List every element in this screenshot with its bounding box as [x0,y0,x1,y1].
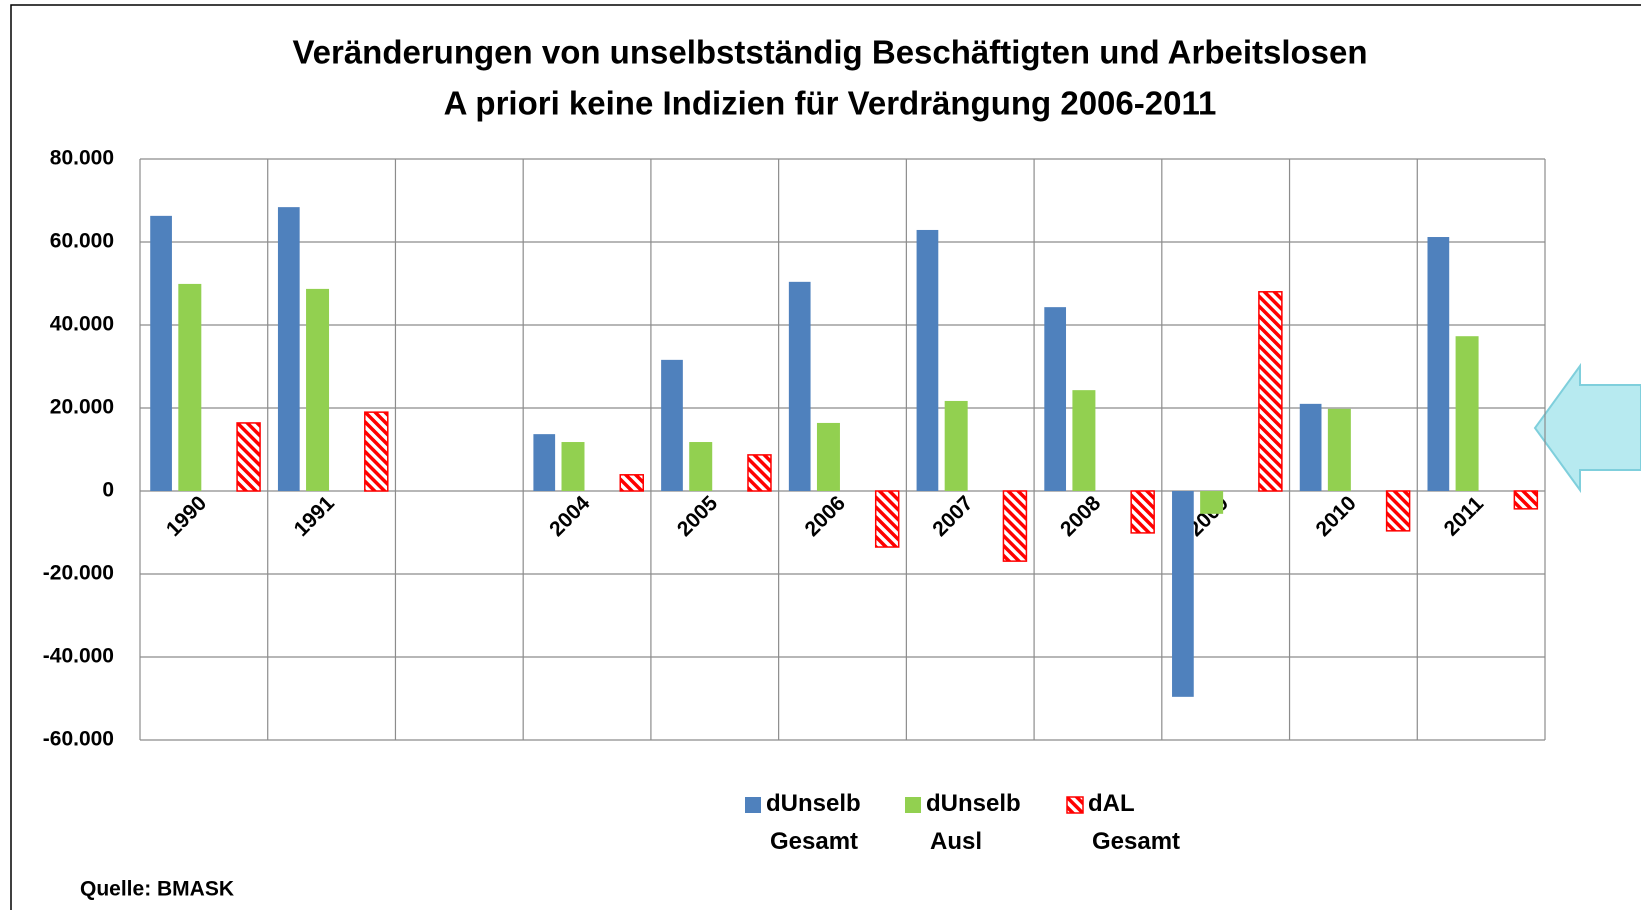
bar [1385,490,1411,532]
bar [747,454,772,492]
bar [689,442,713,491]
bar [661,359,683,491]
chart-subtitle: A priori keine Indizien für Verdrängung … [444,85,1217,122]
bar [619,474,644,492]
bar [788,281,811,491]
bar [1299,403,1322,491]
legend-label: dUnselb Ausl [926,790,1021,855]
bar [277,207,300,491]
bar [533,434,556,491]
bar [916,229,939,491]
y-tick-label: -40.000 [43,645,114,668]
legend-label: dUnselb Gesamt [766,790,861,855]
y-tick-label: -60.000 [43,728,114,751]
bar [1258,291,1283,492]
legend-swatch [745,797,761,813]
chart-title: Veränderungen von unselbstständig Beschä… [292,34,1367,71]
bar [1044,307,1067,491]
bar [1172,491,1194,697]
bar [178,283,202,491]
y-tick-label: 60.000 [50,230,114,253]
bar [944,400,968,491]
legend-swatch [1066,796,1084,814]
bar [236,422,261,492]
bar [1513,490,1539,510]
bar [1427,237,1450,491]
bar [1130,490,1155,534]
y-tick-label: 0 [102,479,114,502]
legend-label: dAL Gesamt [1088,790,1180,855]
bar [561,442,585,491]
source: Quelle: BMASK [80,878,234,901]
bar [1455,336,1479,491]
bar [874,490,900,548]
y-tick-label: -20.000 [43,562,114,585]
bar [1200,491,1224,514]
y-tick-label: 20.000 [50,396,114,419]
bar [364,411,389,492]
bar [306,288,330,491]
bar [816,422,840,491]
y-tick-label: 80.000 [50,147,114,170]
bar [1002,490,1028,562]
y-tick-label: 40.000 [50,313,114,336]
bar [1327,408,1351,491]
legend-swatch [905,797,921,813]
arrow-decoration [1533,362,1641,494]
bar [1072,390,1096,491]
bar [150,215,172,492]
